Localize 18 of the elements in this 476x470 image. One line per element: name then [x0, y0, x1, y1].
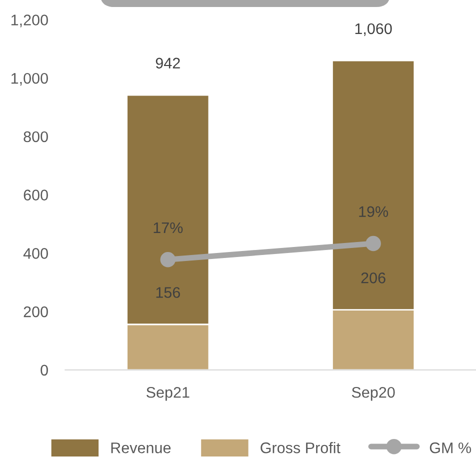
y-tick-label: 400: [23, 248, 48, 259]
x-tick-label: Sep21: [146, 386, 190, 401]
legend-label: Revenue: [111, 442, 171, 454]
legend-label: Gross Profit: [260, 442, 340, 454]
legend-label: GM %: [430, 442, 472, 454]
total-label: 942: [156, 58, 180, 69]
y-tick-label: 1,000: [11, 72, 48, 86]
data-label: 19%: [359, 206, 388, 218]
y-tick-label: 800: [24, 131, 48, 142]
x-tick-label: Sep20: [352, 386, 395, 401]
y-tick-label: 0: [40, 364, 48, 376]
data-label: 206: [361, 272, 386, 284]
total-label: 1,060: [355, 23, 392, 36]
data-label: 156: [156, 287, 180, 298]
y-tick-label: 600: [24, 190, 48, 200]
y-tick-label: 1,200: [11, 14, 48, 28]
data-label: 17%: [154, 222, 183, 234]
y-tick-label: 200: [24, 306, 48, 318]
